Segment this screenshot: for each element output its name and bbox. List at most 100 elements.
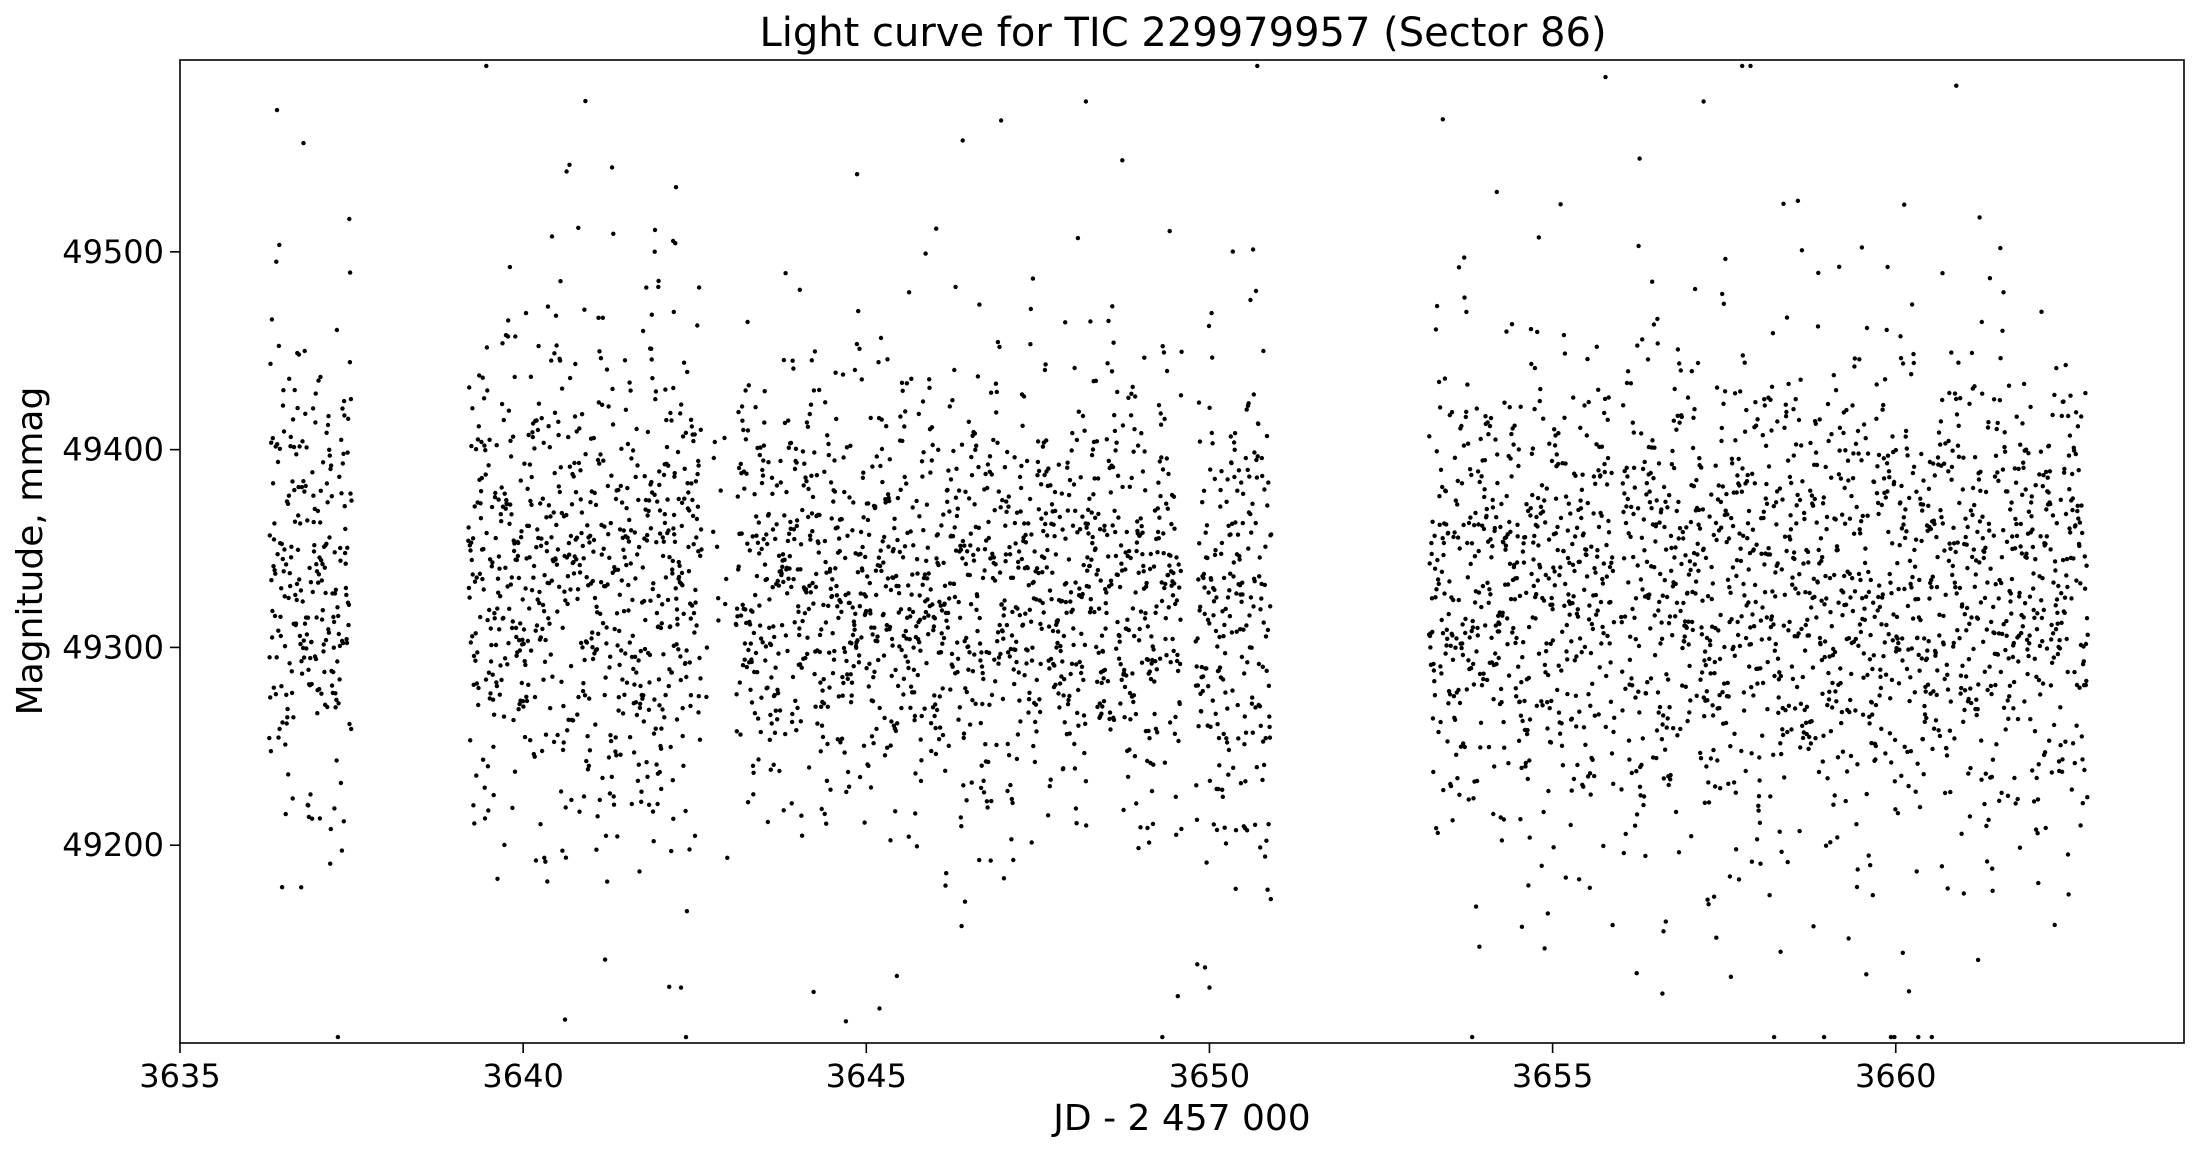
data-point: [588, 533, 593, 538]
data-point: [2056, 583, 2061, 589]
data-point: [1134, 540, 1140, 545]
data-point: [1654, 728, 1660, 733]
data-point: [751, 792, 756, 797]
data-point: [1147, 736, 1152, 741]
data-point: [945, 610, 951, 616]
data-point: [1755, 681, 1760, 686]
data-point: [2070, 471, 2075, 477]
data-point: [1110, 304, 1115, 309]
data-point: [305, 615, 311, 620]
data-point: [809, 473, 814, 478]
data-point: [1800, 735, 1806, 741]
data-point: [1926, 503, 1931, 508]
data-point: [1017, 474, 1023, 480]
data-point: [798, 719, 803, 724]
data-point: [774, 522, 779, 527]
data-point: [1036, 468, 1042, 474]
data-point: [1552, 583, 1558, 588]
data-point: [679, 500, 685, 505]
data-point: [1569, 639, 1574, 644]
data-point: [1764, 501, 1770, 506]
data-point: [1886, 469, 1892, 474]
data-point: [267, 655, 272, 660]
data-point: [917, 593, 922, 598]
data-point: [1746, 508, 1752, 514]
data-point: [1900, 658, 1905, 663]
data-point: [2006, 383, 2012, 388]
data-point: [1114, 440, 1119, 445]
data-point: [1576, 877, 1582, 882]
data-point: [1026, 583, 1032, 588]
data-point: [1569, 788, 1574, 793]
data-point: [2082, 554, 2087, 559]
data-point: [734, 692, 739, 697]
data-point: [1166, 471, 1171, 477]
data-point: [1992, 630, 1997, 636]
data-point: [1004, 622, 1010, 628]
data-point: [1088, 606, 1094, 611]
data-point: [1043, 521, 1048, 527]
data-point: [293, 592, 298, 598]
data-point: [903, 654, 908, 659]
data-point: [1931, 518, 1937, 523]
data-point: [654, 610, 660, 616]
data-point: [2007, 694, 2012, 699]
data-point: [1916, 1034, 1921, 1040]
data-point: [620, 711, 626, 716]
data-point: [1026, 521, 1031, 526]
data-point: [1714, 935, 1719, 940]
data-point: [1498, 686, 1504, 692]
data-point: [1852, 356, 1858, 361]
data-point: [856, 660, 862, 665]
data-point: [790, 674, 796, 680]
data-point: [313, 420, 318, 425]
data-point: [1087, 496, 1092, 501]
data-point: [1938, 419, 1944, 424]
data-point: [845, 533, 850, 538]
x-tick-label: 3640: [482, 1057, 563, 1095]
data-point: [271, 537, 277, 542]
data-point: [1657, 704, 1663, 710]
data-point: [650, 376, 655, 381]
data-point: [1796, 417, 1802, 423]
data-point: [871, 741, 876, 746]
data-point: [1019, 463, 1024, 469]
data-point: [673, 185, 679, 190]
data-point: [1989, 619, 1994, 625]
data-point: [1739, 748, 1744, 754]
data-point: [555, 609, 560, 614]
data-point: [1648, 470, 1653, 476]
data-point: [1105, 532, 1110, 538]
data-point: [282, 547, 287, 552]
data-point: [653, 389, 659, 394]
data-point: [1525, 727, 1530, 733]
data-point: [1679, 561, 1684, 567]
data-point: [1750, 471, 1755, 476]
data-point: [1886, 632, 1891, 637]
data-point: [863, 554, 868, 560]
data-point: [874, 592, 879, 598]
data-point: [1859, 245, 1865, 250]
data-point: [526, 682, 531, 687]
data-point: [576, 225, 581, 230]
data-point: [827, 650, 832, 655]
data-point: [1211, 822, 1217, 827]
data-point: [606, 404, 611, 409]
data-point: [1893, 807, 1898, 812]
data-point: [848, 443, 853, 448]
data-point: [604, 625, 609, 630]
data-point: [718, 488, 723, 493]
data-point: [496, 554, 502, 559]
data-point: [2004, 633, 2009, 638]
data-point: [491, 744, 496, 749]
data-point: [689, 424, 694, 429]
data-point: [912, 713, 918, 719]
data-point: [2079, 414, 2084, 419]
data-point: [2010, 654, 2016, 660]
data-point: [934, 556, 939, 561]
data-point: [327, 453, 332, 458]
data-point: [1461, 443, 1467, 448]
data-point: [912, 690, 917, 695]
data-point: [865, 574, 870, 579]
data-point: [1665, 677, 1671, 682]
